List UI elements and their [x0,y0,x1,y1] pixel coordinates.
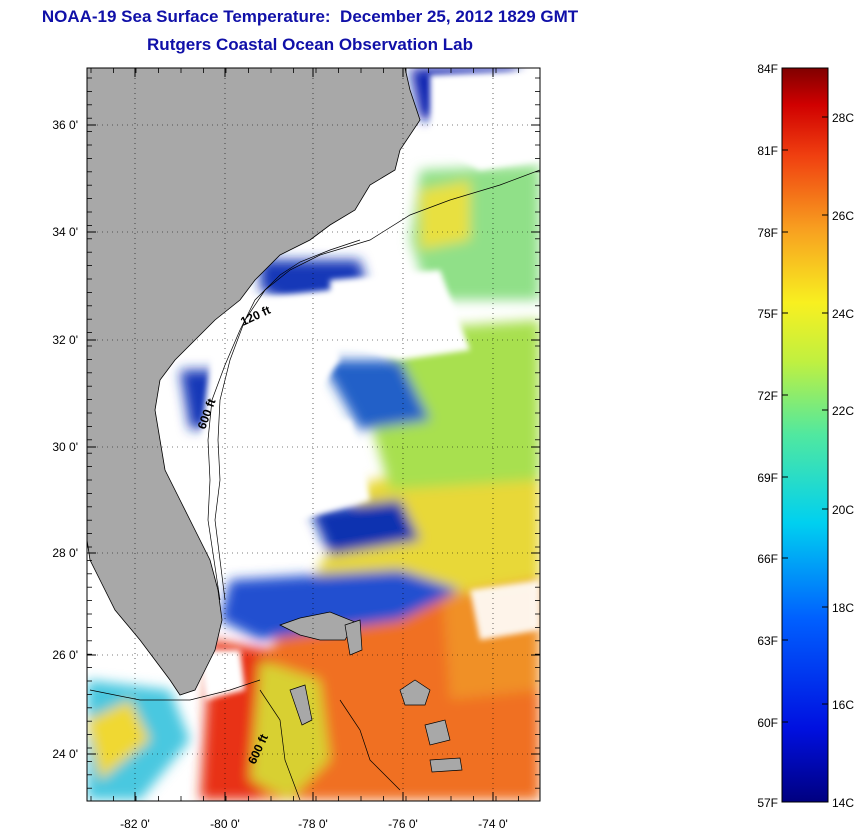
colorbar-gradient [781,67,829,803]
island-long [429,757,463,773]
longitude-labels: -82 0' -80 0' -78 0' -76 0' -74 0' [120,817,508,831]
fahrenheit-label: 72F [757,389,778,403]
longitude-label: -76 0' [388,817,418,831]
graticule [87,68,540,801]
island-abaco [344,619,363,656]
longitude-label: -74 0' [478,817,508,831]
sst-green-region [370,320,540,490]
latitude-label: 26 0' [52,648,78,662]
bathymetry-contours [89,169,540,801]
latitude-label: 32 0' [52,333,78,347]
map-area [87,68,540,801]
celsius-labels: 28C 26C 24C 22C 20C 18C 16C 14C [822,111,854,810]
latitude-label: 24 0' [52,747,78,761]
title-line-1: NOAA-19 Sea Surface Temperature: Decembe… [41,7,579,26]
fahrenheit-label: 60F [757,716,778,730]
contour-600ft [214,169,540,601]
sst-cold-patch-2 [320,360,430,430]
fahrenheit-label: 75F [757,307,778,321]
sst-yellow-bank [250,660,330,800]
island-cat [424,719,451,746]
contour-120ft [207,239,361,601]
map-ticks [87,68,540,801]
celsius-label: 14C [832,796,854,810]
temperature-colorbar: 84F 81F 78F 75F 72F 69F 66F 63F 60F 57F 28C 26C 24C… [757,62,854,810]
celsius-label: 28C [832,111,854,125]
longitude-label: -82 0' [120,817,150,831]
latitude-label: 36 0' [52,118,78,132]
celsius-label: 24C [832,307,854,321]
title-line-2: Rutgers Coastal Ocean Observation Lab [147,35,473,54]
contour-keys [89,679,261,701]
latitude-label: 34 0' [52,225,78,239]
fahrenheit-label: 66F [757,552,778,566]
fahrenheit-label: 81F [757,144,778,158]
celsius-label: 26C [832,209,854,223]
cloud-patch [430,70,540,170]
sst-yellow-sw [87,700,150,780]
celsius-label: 20C [832,503,854,517]
contour-channel [259,689,301,801]
sst-yellow-patch [420,180,470,250]
land [87,68,463,773]
celsius-label: 22C [832,404,854,418]
contour-bank [339,699,401,791]
cloud-cover [200,70,540,700]
celsius-label: 18C [832,601,854,615]
longitude-label: -80 0' [210,817,240,831]
fahrenheit-label: 57F [757,796,778,810]
fahrenheit-label: 84F [757,62,778,76]
island-andros [289,684,313,726]
fahrenheit-label: 69F [757,471,778,485]
latitude-label: 30 0' [52,440,78,454]
cloud-patch [200,290,340,470]
sst-map: 36 0' 34 0' 32 0' 30 0' 28 0' 26 0' 24 0' -82 … [52,67,541,831]
sst-cold-band [220,570,460,640]
fahrenheit-label: 63F [757,634,778,648]
cloud-patch [470,580,540,640]
latitude-labels: 36 0' 34 0' 32 0' 30 0' 28 0' 26 0' 24 0' [52,118,78,761]
cloud-patch [200,650,245,700]
cloud-patch [230,420,370,520]
fahrenheit-labels: 84F 81F 78F 75F 72F 69F 66F 63F 60F 57F [757,62,788,810]
fahrenheit-label: 78F [757,226,778,240]
island-eleuthera [399,679,431,706]
land-mainland [87,68,421,696]
latitude-label: 28 0' [52,546,78,560]
longitude-label: -78 0' [298,817,328,831]
cloud-patch [330,270,470,360]
celsius-label: 16C [832,698,854,712]
sst-cold-patch [310,500,420,555]
